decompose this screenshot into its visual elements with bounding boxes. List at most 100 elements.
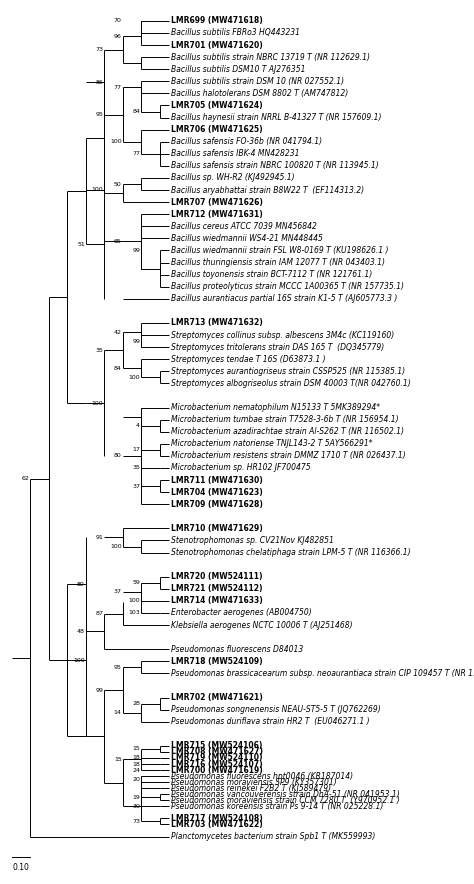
Text: 28: 28	[132, 701, 140, 706]
Text: 59: 59	[132, 580, 140, 585]
Text: Pseudomonas moraviensis strain CCM 7280 T  (Y970952.1 ): Pseudomonas moraviensis strain CCM 7280 …	[172, 796, 400, 804]
Text: LMR709 (MW471628): LMR709 (MW471628)	[172, 499, 264, 508]
Text: Pseudomonas reinekei F2B2 T (KJ589479): Pseudomonas reinekei F2B2 T (KJ589479)	[172, 784, 332, 793]
Text: 24: 24	[132, 767, 140, 773]
Text: Streptomyces aurantiogriseus strain CSSP525 (NR 115385.1): Streptomyces aurantiogriseus strain CSSP…	[172, 367, 406, 376]
Text: 19: 19	[132, 795, 140, 800]
Text: LMR711 (MW471630): LMR711 (MW471630)	[172, 476, 263, 484]
Text: 73: 73	[132, 819, 140, 824]
Text: 84: 84	[132, 109, 140, 114]
Text: Planctomycetes bacterium strain Spb1 T (MK559993): Planctomycetes bacterium strain Spb1 T (…	[172, 832, 376, 841]
Text: LMR714 (MW471633): LMR714 (MW471633)	[172, 597, 263, 606]
Text: 100: 100	[110, 544, 122, 549]
Text: Pseudomonas songnenensis NEAU-ST5-5 T (JQ762269): Pseudomonas songnenensis NEAU-ST5-5 T (J…	[172, 705, 381, 714]
Text: LMR710 (MW471629): LMR710 (MW471629)	[172, 524, 263, 533]
Text: Bacillus safensis IBK-4 MN428231: Bacillus safensis IBK-4 MN428231	[172, 149, 300, 158]
Text: Bacillus haynesii strain NRRL B-41327 T (NR 157609.1): Bacillus haynesii strain NRRL B-41327 T …	[172, 113, 382, 122]
Text: Bacillus aurantiacus partial 16S strain K1-5 T (AJ605773.3 ): Bacillus aurantiacus partial 16S strain …	[172, 294, 398, 303]
Text: Bacillus thuringiensis strain IAM 12077 T (NR 043403.1): Bacillus thuringiensis strain IAM 12077 …	[172, 258, 385, 267]
Text: Streptomyces tritolerans strain DAS 165 T  (DQ345779): Streptomyces tritolerans strain DAS 165 …	[172, 343, 385, 352]
Text: 37: 37	[132, 484, 140, 489]
Text: 91: 91	[95, 535, 103, 540]
Text: Microbacterium azadirachtae strain Al-S262 T (NR 116502.1): Microbacterium azadirachtae strain Al-S2…	[172, 427, 404, 436]
Text: 100: 100	[91, 187, 103, 192]
Text: 50: 50	[114, 181, 122, 187]
Text: 100: 100	[110, 140, 122, 144]
Text: 18: 18	[132, 756, 140, 760]
Text: LMR701 (MW471620): LMR701 (MW471620)	[172, 41, 263, 50]
Text: 20: 20	[132, 777, 140, 781]
Text: Pseudomonas vancouverensis strain DhA-51 (NR 041953.1): Pseudomonas vancouverensis strain DhA-51…	[172, 789, 400, 799]
Text: Bacillus cereus ATCC 7039 MN456842: Bacillus cereus ATCC 7039 MN456842	[172, 222, 318, 231]
Text: LMR707 (MW471626): LMR707 (MW471626)	[172, 198, 264, 207]
Text: 0.10: 0.10	[13, 863, 30, 873]
Text: Pseudomonas brassicacearum subsp. neoaurantiaca strain CIP 109457 T (NR 116299.1: Pseudomonas brassicacearum subsp. neoaur…	[172, 669, 474, 678]
Text: 100: 100	[128, 598, 140, 604]
Text: 15: 15	[114, 757, 122, 762]
Text: 51: 51	[77, 241, 85, 247]
Text: 87: 87	[95, 611, 103, 616]
Text: Bacillus subtilis FBRo3 HQ443231: Bacillus subtilis FBRo3 HQ443231	[172, 28, 301, 37]
Text: Pseudomonas moraviensis SP9 (KY357301): Pseudomonas moraviensis SP9 (KY357301)	[172, 778, 337, 787]
Text: Microbacterium nematophilum N15133 T 5MK389294*: Microbacterium nematophilum N15133 T 5MK…	[172, 403, 381, 412]
Text: 48: 48	[77, 629, 85, 634]
Text: Bacillus wiedmannii WS4-21 MN448445: Bacillus wiedmannii WS4-21 MN448445	[172, 234, 323, 243]
Text: LMR699 (MW471618): LMR699 (MW471618)	[172, 17, 263, 26]
Text: LMR715 (MW524106): LMR715 (MW524106)	[172, 742, 263, 751]
Text: LMR703 (MW471622): LMR703 (MW471622)	[172, 820, 263, 829]
Text: 77: 77	[132, 151, 140, 156]
Text: 35: 35	[132, 466, 140, 470]
Text: 73: 73	[95, 47, 103, 52]
Text: Bacillus proteolyticus strain MCCC 1A00365 T (NR 157735.1): Bacillus proteolyticus strain MCCC 1A003…	[172, 282, 404, 291]
Text: Bacillus safensis strain NBRC 100820 T (NR 113945.1): Bacillus safensis strain NBRC 100820 T (…	[172, 162, 379, 171]
Text: 77: 77	[114, 85, 122, 90]
Text: LMR716 (MW524107): LMR716 (MW524107)	[172, 759, 263, 768]
Text: Bacillus subtilis strain DSM 10 (NR 027552.1): Bacillus subtilis strain DSM 10 (NR 0275…	[172, 77, 345, 86]
Text: LMR719 (MW524110): LMR719 (MW524110)	[172, 753, 263, 763]
Text: Pseudomonas fluorescens hpt0046 (KR187014): Pseudomonas fluorescens hpt0046 (KR18701…	[172, 772, 354, 781]
Text: LMR702 (MW471621): LMR702 (MW471621)	[172, 693, 263, 702]
Text: 17: 17	[132, 447, 140, 453]
Text: Bacillus wiedmannii strain FSL W8-0169 T (KU198626.1 ): Bacillus wiedmannii strain FSL W8-0169 T…	[172, 246, 389, 255]
Text: Microbacterium natoriense TNJL143-2 T 5AY566291*: Microbacterium natoriense TNJL143-2 T 5A…	[172, 439, 373, 448]
Text: Bacillus subtilis DSM10 T AJ276351: Bacillus subtilis DSM10 T AJ276351	[172, 65, 306, 73]
Text: 80: 80	[114, 453, 122, 459]
Text: Streptomyces albogriseolus strain DSM 40003 T(NR 042760.1): Streptomyces albogriseolus strain DSM 40…	[172, 379, 411, 388]
Text: Enterobacter aerogenes (AB004750): Enterobacter aerogenes (AB004750)	[172, 608, 312, 618]
Text: 100: 100	[128, 375, 140, 380]
Text: 103: 103	[128, 611, 140, 615]
Text: 80: 80	[77, 582, 85, 587]
Text: Microbacterium tumbae strain T7528-3-6b T (NR 156954.1): Microbacterium tumbae strain T7528-3-6b …	[172, 415, 399, 424]
Text: LMR718 (MW524109): LMR718 (MW524109)	[172, 657, 263, 666]
Text: Pseudomonas fluorescens D84013: Pseudomonas fluorescens D84013	[172, 644, 304, 654]
Text: Bacillus halotolerans DSM 8802 T (AM747812): Bacillus halotolerans DSM 8802 T (AM7478…	[172, 89, 349, 98]
Text: Bacillus aryabhattai strain B8W22 T  (EF114313.2): Bacillus aryabhattai strain B8W22 T (EF1…	[172, 186, 365, 194]
Text: 37: 37	[114, 590, 122, 594]
Text: Microbacterium resistens strain DMMZ 1710 T (NR 026437.1): Microbacterium resistens strain DMMZ 171…	[172, 452, 406, 461]
Text: Klebsiella aerogenes NCTC 10006 T (AJ251468): Klebsiella aerogenes NCTC 10006 T (AJ251…	[172, 621, 353, 629]
Text: Microbacterium sp. HR102 JF700475: Microbacterium sp. HR102 JF700475	[172, 463, 311, 472]
Text: LMR720 (MW524111): LMR720 (MW524111)	[172, 572, 263, 581]
Text: Pseudomonas koreensis strain Ps 9-14 T (NR 025228.1): Pseudomonas koreensis strain Ps 9-14 T (…	[172, 802, 384, 811]
Text: 100: 100	[91, 400, 103, 406]
Text: Streptomyces tendae T 16S (D63873.1 ): Streptomyces tendae T 16S (D63873.1 )	[172, 354, 326, 363]
Text: LMR712 (MW471631): LMR712 (MW471631)	[172, 210, 263, 218]
Text: LMR705 (MW471624): LMR705 (MW471624)	[172, 101, 263, 110]
Text: 62: 62	[22, 476, 29, 481]
Text: Bacillus sp. WH-R2 (KJ492945.1): Bacillus sp. WH-R2 (KJ492945.1)	[172, 173, 295, 182]
Text: LMR704 (MW471623): LMR704 (MW471623)	[172, 488, 263, 497]
Text: LMR706 (MW471625): LMR706 (MW471625)	[172, 126, 263, 134]
Text: LMR708 (MW471627): LMR708 (MW471627)	[172, 748, 264, 757]
Text: 42: 42	[114, 330, 122, 334]
Text: Streptomyces collinus subsp. albescens 3M4c (KC119160): Streptomyces collinus subsp. albescens 3…	[172, 331, 395, 339]
Text: 99: 99	[132, 248, 140, 253]
Text: 14: 14	[114, 710, 122, 715]
Text: 99: 99	[95, 688, 103, 692]
Text: 15: 15	[132, 746, 140, 751]
Text: 70: 70	[114, 19, 122, 23]
Text: Pseudomonas duriflava strain HR2 T  (EU046271.1 ): Pseudomonas duriflava strain HR2 T (EU04…	[172, 717, 370, 727]
Text: LMR713 (MW471632): LMR713 (MW471632)	[172, 318, 263, 327]
Text: 86: 86	[96, 80, 103, 85]
Text: LMR700 (MW471619): LMR700 (MW471619)	[172, 766, 263, 774]
Text: Bacillus safensis FO-36b (NR 041794.1): Bacillus safensis FO-36b (NR 041794.1)	[172, 137, 323, 146]
